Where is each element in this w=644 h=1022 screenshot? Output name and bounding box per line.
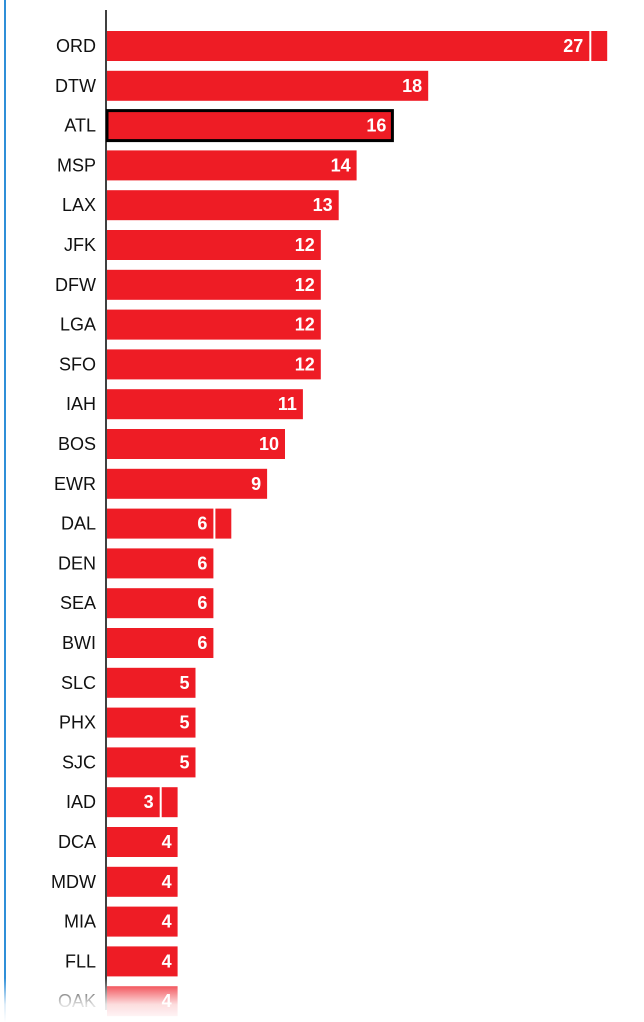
category-label: MDW <box>51 872 96 892</box>
category-label: MIA <box>64 912 96 932</box>
category-label: DAL <box>61 514 96 534</box>
bar-highlighted[interactable] <box>105 109 394 143</box>
bar[interactable] <box>107 31 590 61</box>
bar[interactable] <box>107 827 178 857</box>
category-label: PHX <box>59 713 96 733</box>
category-label: DCA <box>58 832 96 852</box>
bar[interactable] <box>107 389 303 420</box>
category-label: LAX <box>62 195 96 215</box>
category-label: BWI <box>62 633 96 653</box>
value-label: 4 <box>162 832 172 852</box>
bar[interactable] <box>107 190 339 221</box>
category-label: FLL <box>65 951 96 971</box>
value-label: 13 <box>313 195 333 215</box>
category-label: DFW <box>55 275 96 295</box>
bar[interactable] <box>107 429 285 459</box>
bar-extension <box>215 508 232 539</box>
value-label: 14 <box>331 155 351 175</box>
category-label: DEN <box>58 553 96 573</box>
value-label: 12 <box>295 235 315 255</box>
bar[interactable] <box>107 309 321 340</box>
bar[interactable] <box>107 150 357 181</box>
value-label: 6 <box>197 514 207 534</box>
value-label: 12 <box>295 275 315 295</box>
category-label: IAD <box>66 792 96 812</box>
category-label: LGA <box>60 315 96 335</box>
bar[interactable] <box>107 349 321 380</box>
value-label: 10 <box>259 434 279 454</box>
bar-extension <box>591 31 608 61</box>
category-label: ORD <box>56 36 96 56</box>
value-label: 18 <box>402 76 422 96</box>
category-label: SJC <box>62 752 96 772</box>
bar[interactable] <box>107 508 214 539</box>
bar[interactable] <box>107 747 196 778</box>
value-label: 9 <box>251 474 261 494</box>
value-label: 5 <box>179 752 189 772</box>
value-label: 5 <box>179 673 189 693</box>
bar[interactable] <box>107 230 321 260</box>
value-label: 27 <box>563 36 583 56</box>
value-label: 4 <box>162 912 172 932</box>
value-label: 6 <box>197 593 207 613</box>
category-label: EWR <box>54 474 96 494</box>
bar[interactable] <box>107 628 214 658</box>
value-label: 11 <box>278 394 297 414</box>
category-label: BOS <box>58 434 96 454</box>
bar[interactable] <box>107 588 214 619</box>
category-label: JFK <box>64 235 96 255</box>
bar[interactable] <box>107 906 178 937</box>
category-label: SLC <box>61 673 96 693</box>
category-label: OAK <box>58 991 96 1011</box>
value-label: 16 <box>366 116 386 136</box>
category-label: SEA <box>60 593 96 613</box>
value-label: 4 <box>162 872 172 892</box>
bar[interactable] <box>107 548 214 579</box>
bar[interactable] <box>107 707 196 738</box>
bar[interactable] <box>107 269 321 300</box>
value-label: 5 <box>179 713 189 733</box>
category-label: MSP <box>57 155 96 175</box>
category-label: IAH <box>66 394 96 414</box>
category-label: DTW <box>55 76 96 96</box>
value-label: 12 <box>295 354 315 374</box>
value-label: 4 <box>162 991 172 1011</box>
bar[interactable] <box>107 946 178 977</box>
value-label: 4 <box>162 951 172 971</box>
value-label: 12 <box>295 315 315 335</box>
category-label: ATL <box>64 116 96 136</box>
value-label: 6 <box>197 553 207 573</box>
value-label: 3 <box>144 792 154 812</box>
bar[interactable] <box>107 787 160 818</box>
bar[interactable] <box>107 70 429 101</box>
bar-extension <box>161 787 178 818</box>
left-border-rule <box>4 0 6 1022</box>
bar[interactable] <box>107 866 178 897</box>
bar[interactable] <box>107 667 196 698</box>
category-label: SFO <box>59 354 96 374</box>
bar[interactable] <box>107 468 268 499</box>
value-label: 6 <box>197 633 207 653</box>
